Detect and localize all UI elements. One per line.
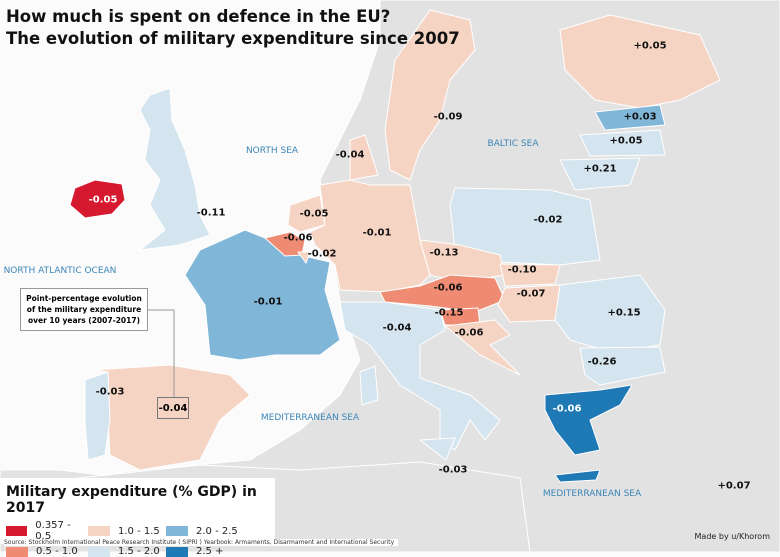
country-finland[interactable] <box>559 14 721 109</box>
credit: Made by u/Khorom <box>694 532 770 541</box>
country-bulgaria[interactable] <box>579 346 666 386</box>
value-finland: +0.05 <box>633 40 667 52</box>
value-romania: +0.15 <box>607 307 641 319</box>
value-slovakia: -0.10 <box>507 264 537 276</box>
legend-item: 2.0 - 2.5 <box>166 520 256 542</box>
value-cyprus: +0.07 <box>717 480 751 492</box>
legend-item: 0.357 - 0.5 <box>6 520 88 542</box>
country-greece-crete[interactable] <box>554 469 601 483</box>
value-greece: -0.06 <box>552 403 582 415</box>
title-line-1: How much is spent on defence in the EU? <box>6 7 391 26</box>
legend-title: Military expenditure (% GDP) in 2017 <box>6 484 257 516</box>
value-italy: -0.04 <box>382 322 412 334</box>
callout-note: Point-percentage evolution of the milita… <box>20 288 148 331</box>
country-denmark[interactable] <box>349 134 379 181</box>
legend-label: 1.0 - 1.5 <box>118 525 160 537</box>
value-france: -0.01 <box>253 296 283 308</box>
swatch-icon <box>166 526 188 536</box>
value-netherlands: -0.05 <box>299 208 329 220</box>
value-austria: -0.06 <box>433 282 463 294</box>
legend-item: 1.0 - 1.5 <box>88 520 166 542</box>
legend-label: 2.0 - 2.5 <box>196 525 238 537</box>
country-estonia[interactable] <box>594 104 666 131</box>
label-north-atlantic: NORTH ATLANTIC OCEAN <box>3 266 117 276</box>
country-ireland[interactable] <box>69 179 126 219</box>
country-italy-sicily[interactable] <box>418 437 456 461</box>
country-luxembourg[interactable] <box>297 251 311 265</box>
value-luxembourg: -0.02 <box>307 248 337 260</box>
source-note: Source: Stockholm International Peace Re… <box>4 539 399 546</box>
label-mediterranean-east: MEDITERRANEAN SEA <box>542 489 642 499</box>
country-italy-sardinia[interactable] <box>359 365 379 406</box>
swatch-icon <box>88 526 110 536</box>
value-belgium: -0.06 <box>283 232 313 244</box>
value-sweden: -0.09 <box>433 111 463 123</box>
value-hungary: -0.07 <box>516 288 546 300</box>
map-title: How much is spent on defence in the EU? … <box>6 6 460 50</box>
country-netherlands[interactable] <box>287 194 326 233</box>
value-portugal: -0.03 <box>95 386 125 398</box>
value-latvia: +0.05 <box>609 135 643 147</box>
value-bulgaria: -0.26 <box>587 356 617 368</box>
country-sweden[interactable] <box>384 9 476 181</box>
value-estonia: +0.03 <box>623 111 657 123</box>
country-latvia[interactable] <box>579 129 666 157</box>
label-mediterranean-west: MEDITERRANEAN SEA <box>260 413 360 423</box>
value-spain: -0.04 <box>157 397 189 419</box>
swatch-icon <box>6 526 28 536</box>
value-czechia: -0.13 <box>429 247 459 259</box>
country-lithuania[interactable] <box>559 157 641 191</box>
value-poland: -0.02 <box>533 214 563 226</box>
label-baltic-sea: BALTIC SEA <box>487 139 539 149</box>
value-croatia: -0.06 <box>454 327 484 339</box>
value-malta: -0.03 <box>438 464 468 476</box>
country-greece[interactable] <box>544 384 633 456</box>
value-slovenia: -0.15 <box>434 307 464 319</box>
value-germany: -0.01 <box>362 227 392 239</box>
country-uk[interactable] <box>138 87 211 251</box>
title-line-2: The evolution of military expenditure si… <box>6 29 460 48</box>
legend-label: 0.357 - 0.5 <box>35 520 71 542</box>
country-croatia[interactable] <box>443 319 521 376</box>
country-portugal[interactable] <box>84 371 111 461</box>
value-lithuania: +0.21 <box>583 163 617 175</box>
value-uk: -0.11 <box>196 207 226 219</box>
country-italy[interactable] <box>339 301 501 451</box>
country-slovakia[interactable] <box>499 263 561 287</box>
legend: Military expenditure (% GDP) in 2017 0.3… <box>0 478 275 557</box>
label-north-sea: NORTH SEA <box>245 146 299 156</box>
value-denmark: -0.04 <box>335 149 365 161</box>
value-ireland: -0.05 <box>88 194 118 206</box>
country-belgium[interactable] <box>263 231 306 257</box>
